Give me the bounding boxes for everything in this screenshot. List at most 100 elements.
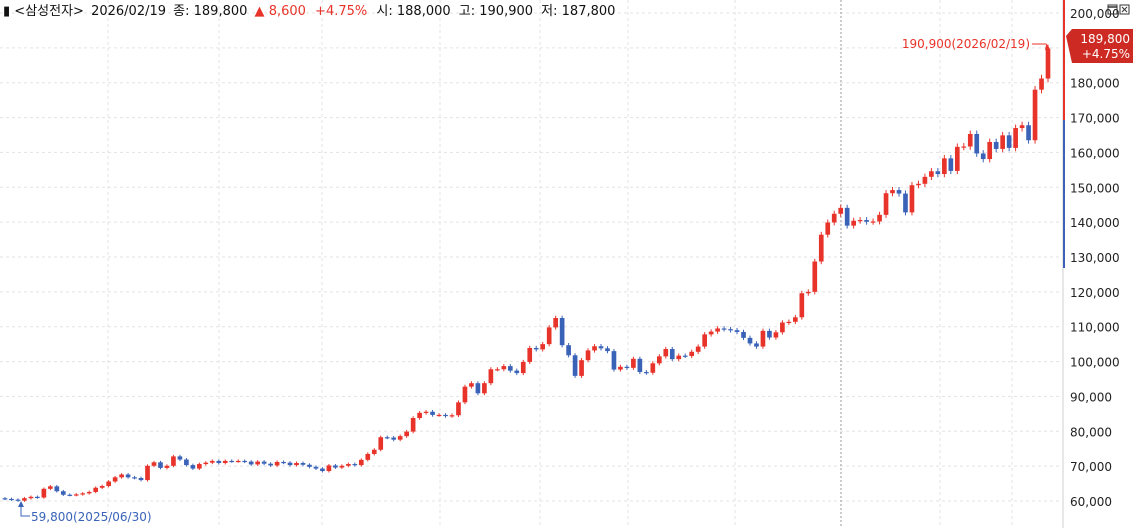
candle-body xyxy=(371,449,377,454)
high-annotation-arrow xyxy=(1032,43,1050,49)
chart-window-icons[interactable] xyxy=(1107,4,1130,15)
candle-body xyxy=(533,347,539,350)
stock-name: <삼성전자> xyxy=(14,4,84,19)
candle-body xyxy=(507,366,513,371)
candle-body xyxy=(844,207,850,226)
svg-text:▮ <삼성전자> 2026/02/1: ▮ <삼성전자> 2026/02/19 종: 189,800 ▲ 8,600 +… xyxy=(3,4,615,19)
candle-body xyxy=(1026,125,1031,141)
candle-body xyxy=(242,460,248,463)
candle-body xyxy=(125,474,131,478)
candle-body xyxy=(132,477,137,479)
candle-body xyxy=(462,386,468,403)
candle-body xyxy=(1006,135,1012,148)
candle-body xyxy=(851,220,856,226)
header-marker: ▮ xyxy=(3,4,10,19)
candle-body xyxy=(190,465,196,469)
candle-body xyxy=(624,366,630,368)
candle-body xyxy=(346,464,351,466)
change-arrow: ▲ xyxy=(255,4,265,19)
candle-body xyxy=(60,491,66,495)
candle-body xyxy=(384,437,390,439)
candle-body xyxy=(41,488,47,498)
candle-body xyxy=(754,343,759,347)
candle-body xyxy=(35,496,40,499)
candle-body xyxy=(553,318,558,328)
candle-body xyxy=(352,464,358,466)
candlestick-series xyxy=(2,44,1051,502)
candle-body xyxy=(708,331,714,335)
candle-body xyxy=(870,221,876,223)
close-label: 종: xyxy=(173,4,189,19)
y-tick-label: 120,000 xyxy=(1070,286,1120,300)
candle-body xyxy=(676,355,682,360)
candle-body xyxy=(967,133,973,147)
candle-body xyxy=(410,418,416,432)
candle-body xyxy=(222,460,228,464)
header-date: 2026/02/19 xyxy=(91,4,166,19)
high-annotation: 190,900(2026/02/19) xyxy=(902,37,1030,51)
y-tick-label: 80,000 xyxy=(1070,425,1112,439)
maximize-icon[interactable] xyxy=(1107,4,1118,15)
candle-body xyxy=(702,334,707,347)
candle-body xyxy=(164,465,170,468)
candle-body xyxy=(669,349,675,360)
candle-body xyxy=(747,337,753,344)
candle-body xyxy=(857,220,863,222)
candle-body xyxy=(261,461,267,464)
candle-body xyxy=(812,261,818,292)
candle-body xyxy=(235,460,241,463)
y-tick-label: 150,000 xyxy=(1070,181,1120,195)
candle-body xyxy=(365,453,371,460)
open-value: 188,000 xyxy=(397,4,451,19)
candle-body xyxy=(158,462,163,468)
close-icon[interactable] xyxy=(1119,4,1130,15)
candle-body xyxy=(637,358,643,373)
candle-body xyxy=(456,402,461,416)
candle-body xyxy=(495,369,500,371)
candle-body xyxy=(695,346,701,352)
candle-body xyxy=(896,190,902,194)
candle-body xyxy=(274,461,280,466)
y-tick-label: 140,000 xyxy=(1070,216,1120,230)
candle-body xyxy=(482,383,487,394)
candle-body xyxy=(488,369,494,384)
candle-body xyxy=(203,462,209,465)
candle-body xyxy=(883,193,889,215)
candle-body xyxy=(449,415,455,417)
candle-body xyxy=(598,346,604,349)
low-annotation-arrow xyxy=(20,503,30,517)
candle-body xyxy=(993,141,999,149)
candle-body xyxy=(307,464,312,467)
candle-body xyxy=(248,461,254,465)
candle-body xyxy=(1032,89,1038,141)
candle-body xyxy=(436,414,442,417)
candle-body xyxy=(294,463,299,466)
candle-body xyxy=(48,486,53,489)
candle-body xyxy=(786,321,792,324)
change-percent: +4.75% xyxy=(315,4,367,19)
candle-body xyxy=(28,496,34,499)
candle-body xyxy=(9,498,14,501)
candle-body xyxy=(929,171,934,177)
candle-body xyxy=(682,355,688,357)
candle-body xyxy=(773,332,779,338)
candle-body xyxy=(73,494,79,496)
candle-body xyxy=(99,486,105,488)
candle-body xyxy=(1045,48,1051,79)
candle-body xyxy=(177,456,183,460)
candle-body xyxy=(151,462,157,466)
candle-body xyxy=(313,466,319,469)
candle-body xyxy=(514,370,520,374)
candle-body xyxy=(281,461,286,464)
candle-body xyxy=(715,328,720,332)
y-tick-label: 60,000 xyxy=(1070,495,1112,509)
candle-body xyxy=(54,486,60,492)
candle-body xyxy=(689,351,695,356)
candle-body xyxy=(430,411,435,415)
y-tick-label: 200,000 xyxy=(1070,7,1120,21)
candle-body xyxy=(1000,135,1005,149)
candle-body xyxy=(80,493,86,495)
low-label: 저: xyxy=(541,4,557,19)
candle-body xyxy=(818,234,824,262)
